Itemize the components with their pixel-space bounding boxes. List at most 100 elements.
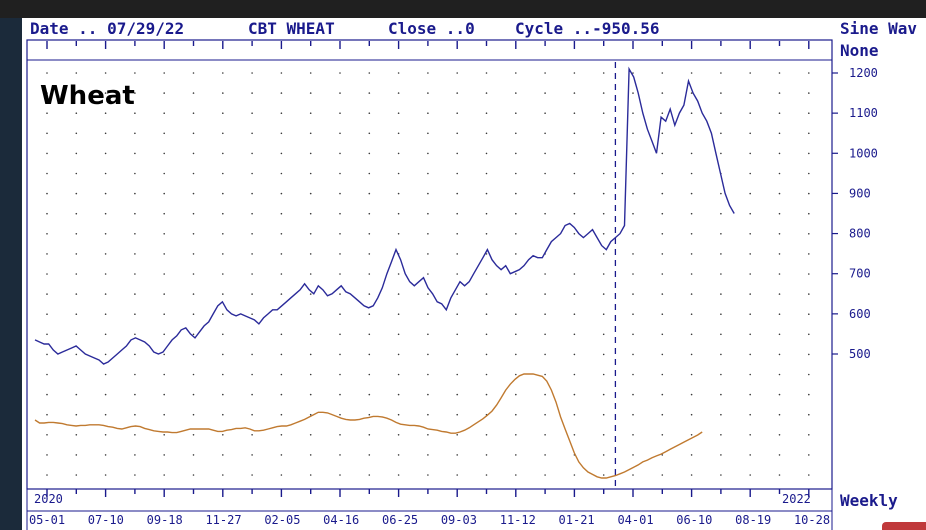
grid-dot [456,192,459,195]
grid-dot [427,172,429,175]
grid-dot [749,92,751,94]
grid-dot [661,313,664,316]
grid-dot [280,192,283,195]
grid-dot [632,253,634,255]
grid-dot [661,112,664,114]
grid-dot [397,413,400,416]
x-tick-label: 04-01 [617,513,653,527]
grid-dot [515,132,517,135]
grid-dot [427,393,429,396]
grid-dot [808,434,810,436]
grid-dot [485,233,488,235]
grid-dot [661,72,664,74]
grid-dot [75,233,78,235]
grid-dot [104,253,107,255]
grid-dot [749,132,751,135]
grid-dot [632,313,634,316]
grid-dot [192,253,195,255]
grid-dot [75,253,78,255]
grid-dot [485,474,488,476]
grid-dot [309,393,312,396]
grid-dot [339,293,341,295]
grid-dot [573,233,576,235]
grid-dot [808,132,810,135]
grid-dot [602,373,605,376]
x-tick-label: 08-19 [735,513,771,527]
grid-dot [280,413,283,416]
grid-dot [485,92,488,94]
grid-dot [368,413,371,416]
grid-dot [456,373,459,376]
grid-dot [104,172,107,175]
grid-dot [222,273,224,275]
grid-dot [778,92,781,94]
grid-dot [632,152,634,155]
grid-dot [339,333,341,336]
grid-dot [632,434,634,436]
year-label-start: 2020 [34,492,63,506]
grid-dot [808,333,810,336]
x-tick-label: 04-16 [323,513,359,527]
grid-dot [75,212,78,215]
cycle-sine-line [34,373,703,479]
grid-dot [368,92,371,94]
grid-dot [46,172,48,175]
grid-dot [163,293,165,295]
grid-dot [749,152,751,155]
grid-dot [222,293,224,295]
grid-dot [749,72,751,74]
x-tick-label: 09-03 [441,513,477,527]
grid-dot [309,333,312,336]
grid-dot [485,273,488,275]
grid-dot [602,413,605,416]
grid-dot [163,233,165,235]
weekly-label: Weekly [840,491,898,510]
grid-dot [46,152,48,155]
grid-dot [690,474,693,476]
grid-dot [690,192,693,195]
grid-dot [427,434,429,436]
grid-dot [720,373,722,376]
grid-dot [104,454,107,456]
grid-dot [720,454,722,456]
grid-dot [280,474,283,476]
grid-dot [778,253,781,255]
grid-dot [749,172,751,175]
grid-dot [251,474,253,476]
grid-dot [456,233,459,235]
grid-dot [778,233,781,235]
grid-dot [485,434,488,436]
grid-dot [134,434,136,436]
grid-dot [280,353,283,356]
grid-dot [632,353,634,356]
grid-dot [339,353,341,356]
grid-dot [134,393,136,396]
grid-dot [749,333,751,336]
grid-dot [456,253,459,255]
grid-dot [134,373,136,376]
grid-dot [573,293,576,295]
grid-dot [720,152,722,155]
grid-dot [632,373,634,376]
grid-dot [104,273,107,275]
grid-dot [427,413,429,416]
grid-dot [690,132,693,135]
grid-dot [632,192,634,195]
grid-dot [163,172,165,175]
grid-dot [339,393,341,396]
grid-dot [661,353,664,356]
grid-dot [778,413,781,416]
grid-dot [397,172,400,175]
grid-dot [808,212,810,215]
grid-dot [778,212,781,215]
grid-dot [163,273,165,275]
grid-dot [339,454,341,456]
grid-dot [104,233,107,235]
grid-dot [309,132,312,135]
grid-dot [544,393,546,396]
grid-dot [632,172,634,175]
grid-dot [515,313,517,316]
x-tick-label: 05-01 [29,513,65,527]
grid-dot [251,373,253,376]
y-tick-label: 1200 [849,66,878,80]
